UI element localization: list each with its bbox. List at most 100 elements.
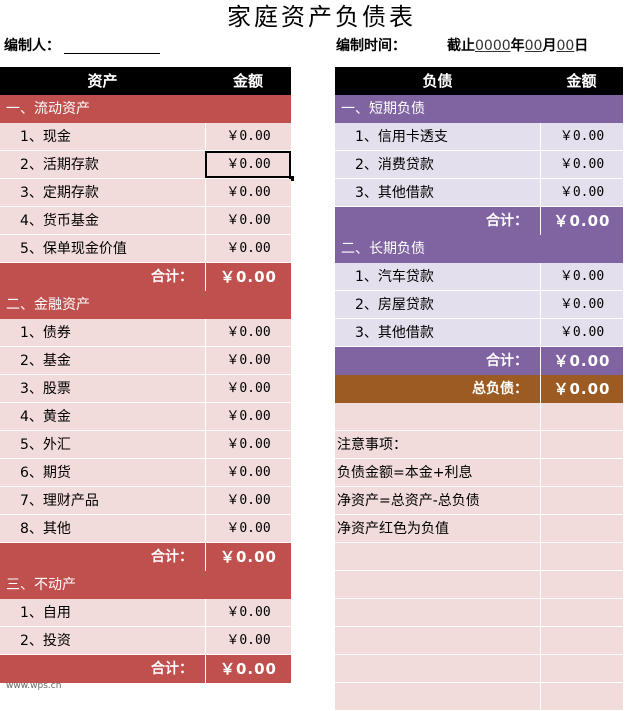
- item-label: 1、自用: [20, 605, 71, 621]
- item-value[interactable]: ￥0.00: [540, 319, 623, 346]
- table-row[interactable]: 3、其他借款 ￥0.00: [335, 179, 623, 207]
- item-value[interactable]: ￥0.00: [205, 123, 291, 150]
- preparer-field: 编制人：: [4, 34, 160, 58]
- subtotal-row[interactable]: 合计： ￥0.00: [335, 347, 623, 375]
- table-row[interactable]: 7、理财产品 ￥0.00: [0, 487, 291, 515]
- month-suffix: 月: [542, 38, 557, 54]
- table-row[interactable]: 2、活期存款 ￥0.00: [0, 151, 294, 181]
- table-row[interactable]: 4、黄金 ￥0.00: [0, 403, 291, 431]
- prepared-time-label: 编制时间：: [336, 38, 406, 54]
- item-label: 2、活期存款: [20, 157, 99, 173]
- item-value[interactable]: ￥0.00: [205, 431, 291, 458]
- date-prefix: 截止: [447, 38, 475, 54]
- table-row[interactable]: 5、外汇 ￥0.00: [0, 431, 291, 459]
- table-row[interactable]: 2、房屋贷款 ￥0.00: [335, 291, 623, 319]
- item-label: 1、汽车贷款: [355, 269, 434, 285]
- note-row[interactable]: 净资产红色为负值: [335, 515, 623, 543]
- item-label: 1、信用卡透支: [355, 129, 448, 145]
- item-value[interactable]: ￥0.00: [205, 487, 291, 514]
- item-value[interactable]: ￥0.00: [540, 151, 623, 178]
- section-row[interactable]: 二、长期负债: [335, 235, 623, 263]
- table-row[interactable]: 3、股票 ￥0.00: [0, 375, 291, 403]
- table-row[interactable]: 1、信用卡透支 ￥0.00: [335, 123, 623, 151]
- year-suffix: 年: [510, 38, 525, 54]
- day-value[interactable]: 00: [556, 38, 575, 54]
- selected-cell[interactable]: ￥0.00: [205, 151, 294, 181]
- item-value[interactable]: ￥0.00: [540, 123, 623, 150]
- empty-row[interactable]: [335, 683, 623, 711]
- grand-total-row[interactable]: 总负债： ￥0.00: [335, 375, 623, 403]
- note-row[interactable]: 负债金额=本金+利息: [335, 459, 623, 487]
- note-row[interactable]: 注意事项：: [335, 431, 623, 459]
- section-row[interactable]: 一、流动资产: [0, 95, 291, 123]
- item-value[interactable]: ￥0.00: [540, 179, 623, 206]
- grand-total-label: 总负债：: [472, 381, 528, 397]
- item-value[interactable]: ￥0.00: [540, 291, 623, 318]
- assets-table: 资产 金额 一、流动资产 1、现金 ￥0.00 2、活期存款 ￥0.00 3、定期存…: [0, 67, 294, 683]
- assets-header-row: 资产 金额: [0, 67, 291, 95]
- empty-row[interactable]: [335, 655, 623, 683]
- date-field[interactable]: 截止0000年00月00日: [447, 34, 588, 58]
- subtotal-value[interactable]: ￥0.00: [205, 655, 291, 683]
- subtotal-row[interactable]: 合计： ￥0.00: [0, 543, 291, 571]
- item-value[interactable]: ￥0.00: [205, 179, 291, 206]
- table-row[interactable]: 1、债券 ￥0.00: [0, 319, 291, 347]
- note-row[interactable]: 净资产=总资产-总负债: [335, 487, 623, 515]
- section-title: 二、金融资产: [6, 297, 90, 313]
- preparer-input-line[interactable]: [64, 39, 160, 54]
- table-row[interactable]: 4、货币基金 ￥0.00: [0, 207, 291, 235]
- table-row[interactable]: 3、其他借款 ￥0.00: [335, 319, 623, 347]
- section-row[interactable]: 三、不动产: [0, 571, 291, 599]
- item-value[interactable]: ￥0.00: [205, 459, 291, 486]
- section-row[interactable]: 一、短期负债: [335, 95, 623, 123]
- table-row[interactable]: 1、汽车贷款 ￥0.00: [335, 263, 623, 291]
- empty-row[interactable]: [335, 403, 623, 431]
- item-value[interactable]: ￥0.00: [205, 207, 291, 234]
- subtotal-row[interactable]: 合计： ￥0.00: [0, 655, 291, 683]
- month-value[interactable]: 00: [524, 38, 543, 54]
- subtotal-row[interactable]: 合计： ￥0.00: [335, 207, 623, 235]
- grand-total-value[interactable]: ￥0.00: [540, 375, 623, 403]
- watermark: www.wps.cn: [6, 681, 62, 691]
- table-row[interactable]: 1、现金 ￥0.00: [0, 123, 291, 151]
- table-row[interactable]: 2、消费贷款 ￥0.00: [335, 151, 623, 179]
- section-title: 二、长期负债: [341, 241, 425, 257]
- item-label: 7、理财产品: [20, 493, 99, 509]
- table-row[interactable]: 8、其他 ￥0.00: [0, 515, 291, 543]
- item-value[interactable]: ￥0.00: [205, 235, 291, 262]
- item-label: 2、基金: [20, 353, 71, 369]
- subtotal-value[interactable]: ￥0.00: [540, 347, 623, 375]
- item-value[interactable]: ￥0.00: [205, 515, 291, 542]
- assets-header-name: 资产: [87, 72, 118, 90]
- item-label: 3、股票: [20, 381, 71, 397]
- subtotal-value[interactable]: ￥0.00: [205, 263, 291, 291]
- table-row[interactable]: 2、投资 ￥0.00: [0, 627, 291, 655]
- table-row[interactable]: 1、自用 ￥0.00: [0, 599, 291, 627]
- empty-row[interactable]: [335, 543, 623, 571]
- liabilities-header-name: 负债: [422, 72, 453, 90]
- note-line: 负债金额=本金+利息: [337, 465, 473, 481]
- table-row[interactable]: 6、期货 ￥0.00: [0, 459, 291, 487]
- subtotal-row[interactable]: 合计： ￥0.00: [0, 263, 291, 291]
- empty-row[interactable]: [335, 627, 623, 655]
- item-value[interactable]: ￥0.00: [540, 263, 623, 290]
- subtotal-value[interactable]: ￥0.00: [540, 207, 623, 235]
- item-value[interactable]: ￥0.00: [205, 375, 291, 402]
- empty-row[interactable]: [335, 599, 623, 627]
- item-value[interactable]: ￥0.00: [205, 403, 291, 430]
- subtotal-label: 合计：: [486, 213, 528, 229]
- table-row[interactable]: 5、保单现金价值 ￥0.00: [0, 235, 291, 263]
- subtotal-value[interactable]: ￥0.00: [205, 543, 291, 571]
- item-value[interactable]: ￥0.00: [205, 599, 291, 626]
- table-row[interactable]: 3、定期存款 ￥0.00: [0, 179, 291, 207]
- section-row[interactable]: 二、金融资产: [0, 291, 291, 319]
- table-row[interactable]: 2、基金 ￥0.00: [0, 347, 291, 375]
- item-label: 6、期货: [20, 465, 71, 481]
- year-value[interactable]: 0000: [475, 38, 511, 54]
- item-value[interactable]: ￥0.00: [205, 627, 291, 654]
- item-label: 4、货币基金: [20, 213, 99, 229]
- item-value[interactable]: ￥0.00: [205, 347, 291, 374]
- item-label: 3、其他借款: [355, 185, 434, 201]
- empty-row[interactable]: [335, 571, 623, 599]
- item-value[interactable]: ￥0.00: [205, 319, 291, 346]
